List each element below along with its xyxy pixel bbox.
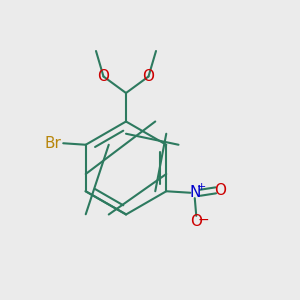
Text: O: O <box>142 69 154 84</box>
Text: +: + <box>197 182 206 192</box>
Text: −: − <box>198 213 210 227</box>
Text: O: O <box>98 69 110 84</box>
Text: Br: Br <box>45 136 62 151</box>
Text: O: O <box>214 183 226 198</box>
Text: N: N <box>189 185 200 200</box>
Text: O: O <box>190 214 202 229</box>
